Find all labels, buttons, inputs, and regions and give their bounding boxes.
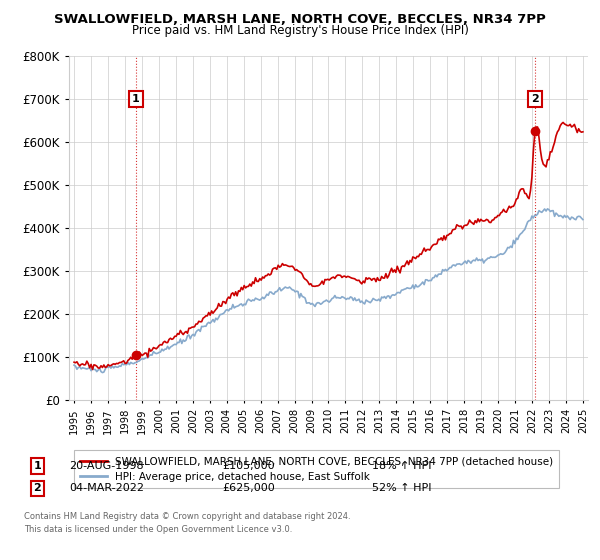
Text: 1: 1 [34, 461, 41, 471]
Text: SWALLOWFIELD, MARSH LANE, NORTH COVE, BECCLES, NR34 7PP: SWALLOWFIELD, MARSH LANE, NORTH COVE, BE… [54, 13, 546, 26]
Text: This data is licensed under the Open Government Licence v3.0.: This data is licensed under the Open Gov… [24, 525, 292, 534]
Text: £105,000: £105,000 [222, 461, 275, 471]
Legend: SWALLOWFIELD, MARSH LANE, NORTH COVE, BECCLES, NR34 7PP (detached house), HPI: A: SWALLOWFIELD, MARSH LANE, NORTH COVE, BE… [74, 450, 559, 488]
Text: 04-MAR-2022: 04-MAR-2022 [69, 483, 144, 493]
Text: 18% ↑ HPI: 18% ↑ HPI [372, 461, 431, 471]
Text: Contains HM Land Registry data © Crown copyright and database right 2024.: Contains HM Land Registry data © Crown c… [24, 512, 350, 521]
Text: 52% ↑ HPI: 52% ↑ HPI [372, 483, 431, 493]
Text: 2: 2 [531, 94, 539, 104]
Text: 1: 1 [132, 94, 140, 104]
Text: £625,000: £625,000 [222, 483, 275, 493]
Text: 2: 2 [34, 483, 41, 493]
Text: Price paid vs. HM Land Registry's House Price Index (HPI): Price paid vs. HM Land Registry's House … [131, 24, 469, 37]
Text: 20-AUG-1998: 20-AUG-1998 [69, 461, 143, 471]
